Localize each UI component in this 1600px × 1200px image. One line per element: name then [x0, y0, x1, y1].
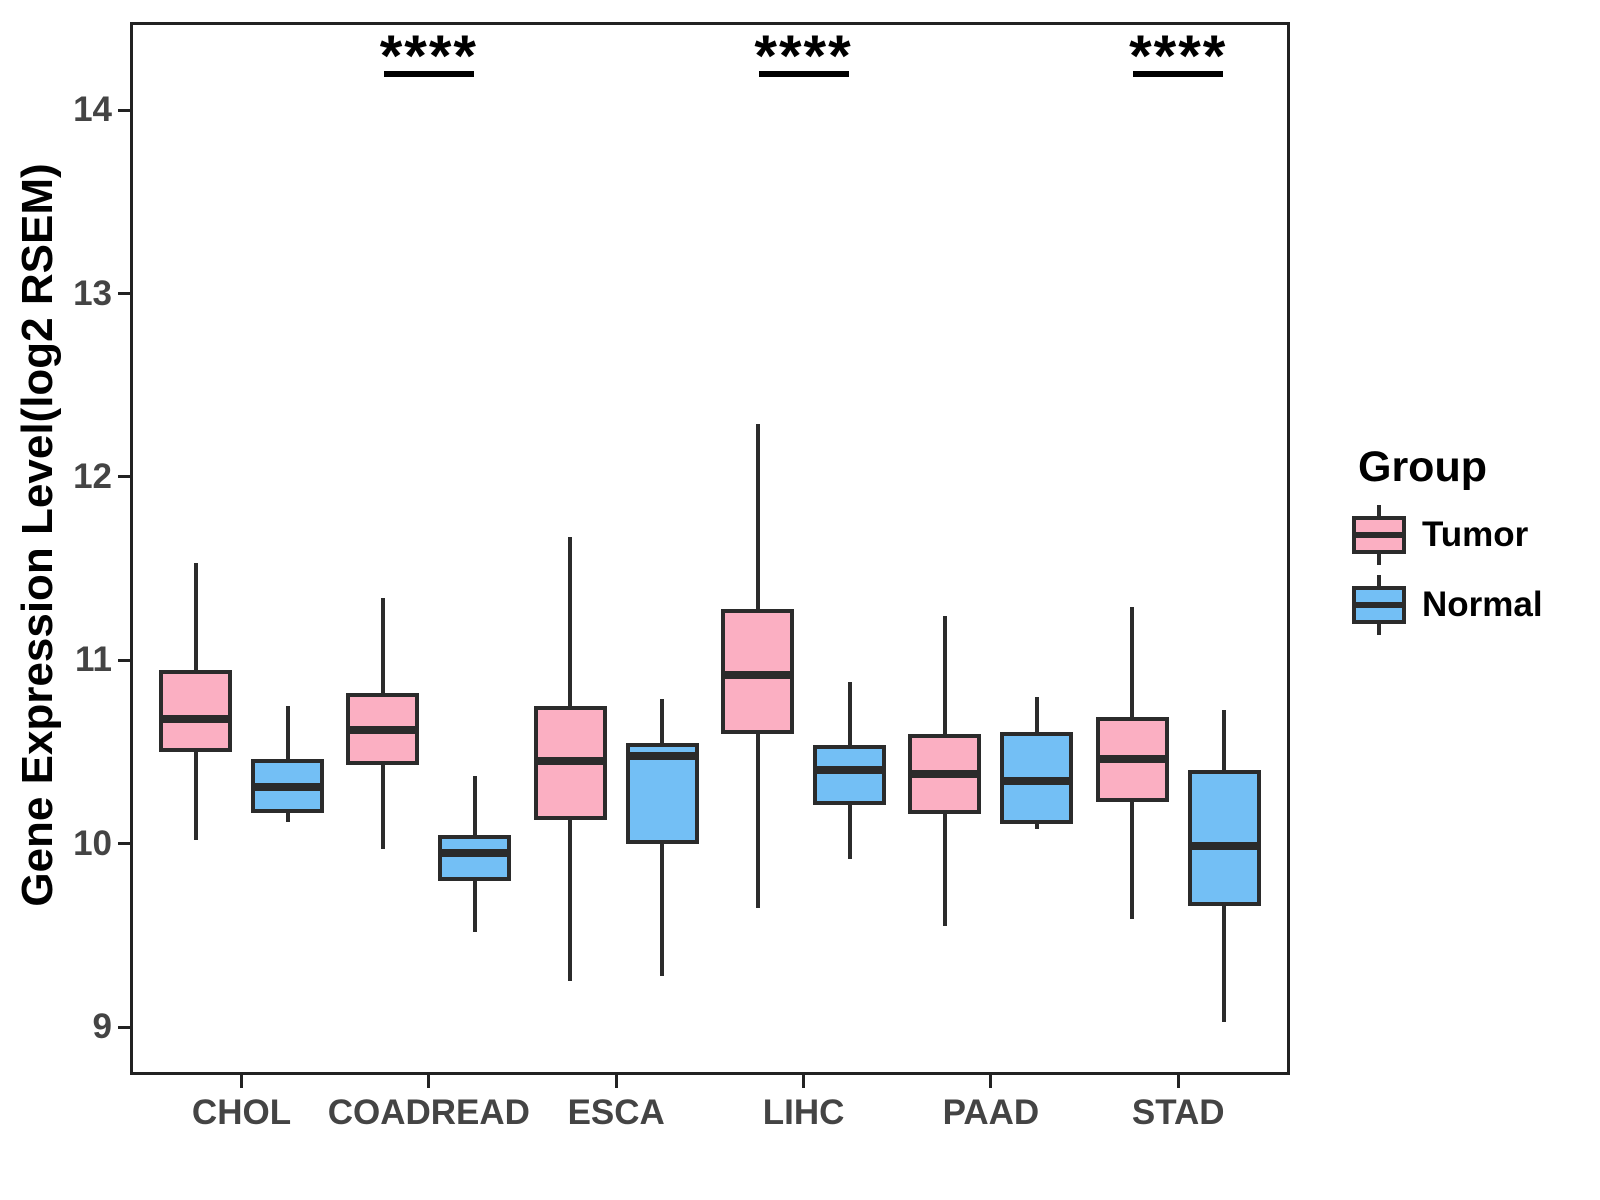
- x-tick-label-paad: PAAD: [942, 1093, 1040, 1132]
- x-tick-label-esca: ESCA: [567, 1093, 665, 1132]
- box-normal-lihc: [813, 744, 887, 806]
- box-normal-coadread-median: [438, 849, 512, 858]
- box-tumor-chol-median: [159, 715, 232, 724]
- legend-entry-normal: Normal: [1340, 575, 1590, 635]
- legend-label-tumor: Tumor: [1422, 515, 1529, 554]
- box-normal-chol-median: [251, 782, 324, 791]
- y-tick-label: 13: [73, 273, 112, 313]
- x-tick-mark: [802, 1075, 806, 1088]
- significance-marker-stad: ****: [1129, 24, 1228, 89]
- x-tick-mark: [427, 1075, 431, 1088]
- y-tick-mark: [118, 108, 130, 112]
- box-normal-coadread: [438, 834, 512, 881]
- significance-marker-coadread: ****: [379, 24, 478, 89]
- y-tick-label: 11: [75, 640, 112, 680]
- box-normal-esca-median: [625, 751, 699, 760]
- legend-title: Group: [1358, 443, 1487, 491]
- x-tick-label-stad: STAD: [1131, 1093, 1225, 1132]
- y-tick-mark: [118, 842, 130, 846]
- box-tumor-chol: [159, 669, 232, 753]
- box-normal-stad-median: [1187, 841, 1261, 850]
- box-tumor-paad-median: [908, 770, 982, 779]
- plot-panel: [130, 22, 1290, 1075]
- y-tick-mark: [118, 475, 130, 479]
- y-tick-mark: [118, 292, 130, 295]
- x-tick-mark: [240, 1075, 243, 1088]
- x-tick-mark: [1176, 1075, 1180, 1088]
- x-tick-label-lihc: LIHC: [762, 1093, 845, 1132]
- box-tumor-esca-median: [533, 757, 607, 766]
- y-tick-label: 10: [73, 823, 112, 863]
- x-tick-mark: [989, 1075, 993, 1088]
- box-normal-lihc-median: [813, 766, 887, 775]
- x-tick-label-chol: CHOL: [191, 1093, 292, 1132]
- box-normal-stad: [1187, 770, 1261, 907]
- y-tick-label: 12: [73, 456, 112, 496]
- normal-boxplot-key-icon: [1352, 575, 1406, 635]
- y-tick-label: 9: [92, 1007, 112, 1047]
- x-tick-label-coadread: COADREAD: [327, 1093, 530, 1132]
- tumor-boxplot-key-icon: [1352, 505, 1406, 565]
- legend-label-normal: Normal: [1422, 585, 1543, 624]
- legend-entry-tumor: Tumor: [1340, 505, 1590, 565]
- box-tumor-stad-median: [1095, 755, 1169, 764]
- box-tumor-lihc-median: [721, 671, 795, 680]
- significance-marker-lihc: ****: [754, 24, 853, 89]
- y-tick-mark: [118, 1025, 130, 1029]
- x-tick-mark: [614, 1075, 618, 1088]
- significance-underline-coadread: [383, 71, 474, 77]
- significance-underline-lihc: [758, 71, 849, 77]
- y-tick-mark: [118, 658, 130, 662]
- legend: Group Tumor Normal: [1340, 443, 1590, 645]
- box-tumor-coadread-median: [346, 726, 420, 735]
- box-normal-paad-median: [1000, 777, 1074, 786]
- y-tick-label: 14: [73, 90, 112, 130]
- significance-underline-stad: [1133, 71, 1224, 77]
